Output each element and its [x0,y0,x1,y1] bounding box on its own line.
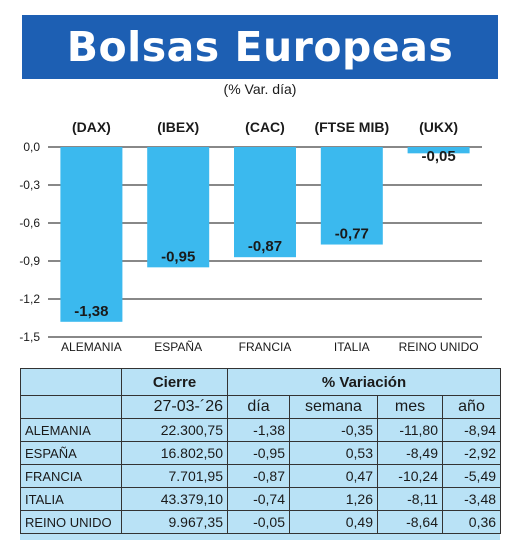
table-group-header-row: Cierre % Variación [20,368,502,396]
row-semana: 0,47 [289,464,378,488]
row-semana: 0,49 [289,510,378,534]
x-category-label: ITALIA [334,340,370,354]
row-name: ITALIA [20,487,122,511]
row-semana: 0,53 [289,441,378,465]
x-category-label: REINO UNIDO [399,340,479,354]
row-name: REINO UNIDO [20,510,122,534]
row-ano: -3,48 [441,487,502,511]
row-name: ESPAÑA [20,441,122,465]
table-row: REINO UNIDO 9.967,35 -0,05 0,49 -8,64 0,… [20,510,502,534]
col-header-mes: mes [377,395,443,419]
x-category-label: ESPAÑA [154,340,202,354]
row-mes: -8,11 [377,487,443,511]
bar-value-label: -0,87 [248,238,282,255]
row-dia: -0,87 [227,464,290,488]
row-name: ALEMANIA [20,418,122,442]
corner-cell-2 [20,395,122,419]
row-dia: -0,74 [227,487,290,511]
bar-value-label: -0,95 [161,248,195,265]
market-table-panel: Cierre % Variación 27-03-´26 día semana … [20,368,502,540]
bar-value-label: -0,77 [335,226,369,243]
y-tick-label: -1,5 [19,330,40,344]
bar [234,147,296,258]
x-category-label: FRANCIA [239,340,292,354]
close-date: 27-03-´26 [121,395,228,419]
row-cierre: 43.379,10 [121,487,228,511]
bar [320,147,383,245]
bar [407,147,470,154]
bar-chart: 0,0 -0,3 -0,6 -0,9 -1,2 -1,5 -1,38 (DAX) ALEMANI… [19,119,482,354]
row-semana: 1,26 [289,487,378,511]
row-mes: -11,80 [377,418,443,442]
cierre-header: Cierre [121,368,228,396]
page-title: Bolsas Europeas [66,23,454,71]
bar [147,147,210,268]
market-table: Cierre % Variación 27-03-´26 día semana … [20,368,502,534]
row-mes: -8,49 [377,441,443,465]
row-ano: -5,49 [441,464,502,488]
table-row: ESPAÑA 16.802,50 -0,95 0,53 -8,49 -2,92 [20,441,502,465]
title-banner: Bolsas Europeas [22,15,498,79]
row-cierre: 7.701,95 [121,464,228,488]
row-cierre: 22.300,75 [121,418,228,442]
index-label: (IBEX) [157,119,199,135]
bar [60,147,123,322]
y-tick-label: -0,6 [19,216,40,230]
variacion-header: % Variación [226,368,502,396]
table-row: FRANCIA 7.701,95 -0,87 0,47 -10,24 -5,49 [20,464,502,488]
row-ano: 0,36 [441,510,502,534]
y-tick-label: -0,9 [19,254,40,268]
index-label: (CAC) [245,119,285,135]
bar-value-label: -0,05 [421,148,455,165]
row-cierre: 16.802,50 [121,441,228,465]
row-dia: -0,95 [227,441,290,465]
corner-cell [20,368,122,396]
row-name: FRANCIA [20,464,122,488]
col-header-ano: año [441,395,502,419]
table-row: ALEMANIA 22.300,75 -1,38 -0,35 -11,80 -8… [20,418,502,442]
bar-value-label: -1,38 [74,303,108,320]
row-dia: -1,38 [227,418,290,442]
table-row: ITALIA 43.379,10 -0,74 1,26 -8,11 -3,48 [20,487,502,511]
y-tick-label: -0,3 [19,178,40,192]
index-label: (UKX) [419,119,458,135]
chart-subtitle: (% Var. día) [223,81,297,97]
index-label: (DAX) [72,119,111,135]
col-header-dia: día [227,395,290,419]
row-ano: -2,92 [441,441,502,465]
row-ano: -8,94 [441,418,502,442]
y-tick-label: -1,2 [19,292,40,306]
row-semana: -0,35 [289,418,378,442]
col-header-semana: semana [289,395,378,419]
row-cierre: 9.967,35 [121,510,228,534]
row-mes: -8,64 [377,510,443,534]
y-tick-label: 0,0 [23,140,40,154]
row-mes: -10,24 [377,464,443,488]
x-category-label: ALEMANIA [61,340,122,354]
row-dia: -0,05 [227,510,290,534]
table-column-header-row: 27-03-´26 día semana mes año [20,395,502,419]
index-label: (FTSE MIB) [314,119,389,135]
